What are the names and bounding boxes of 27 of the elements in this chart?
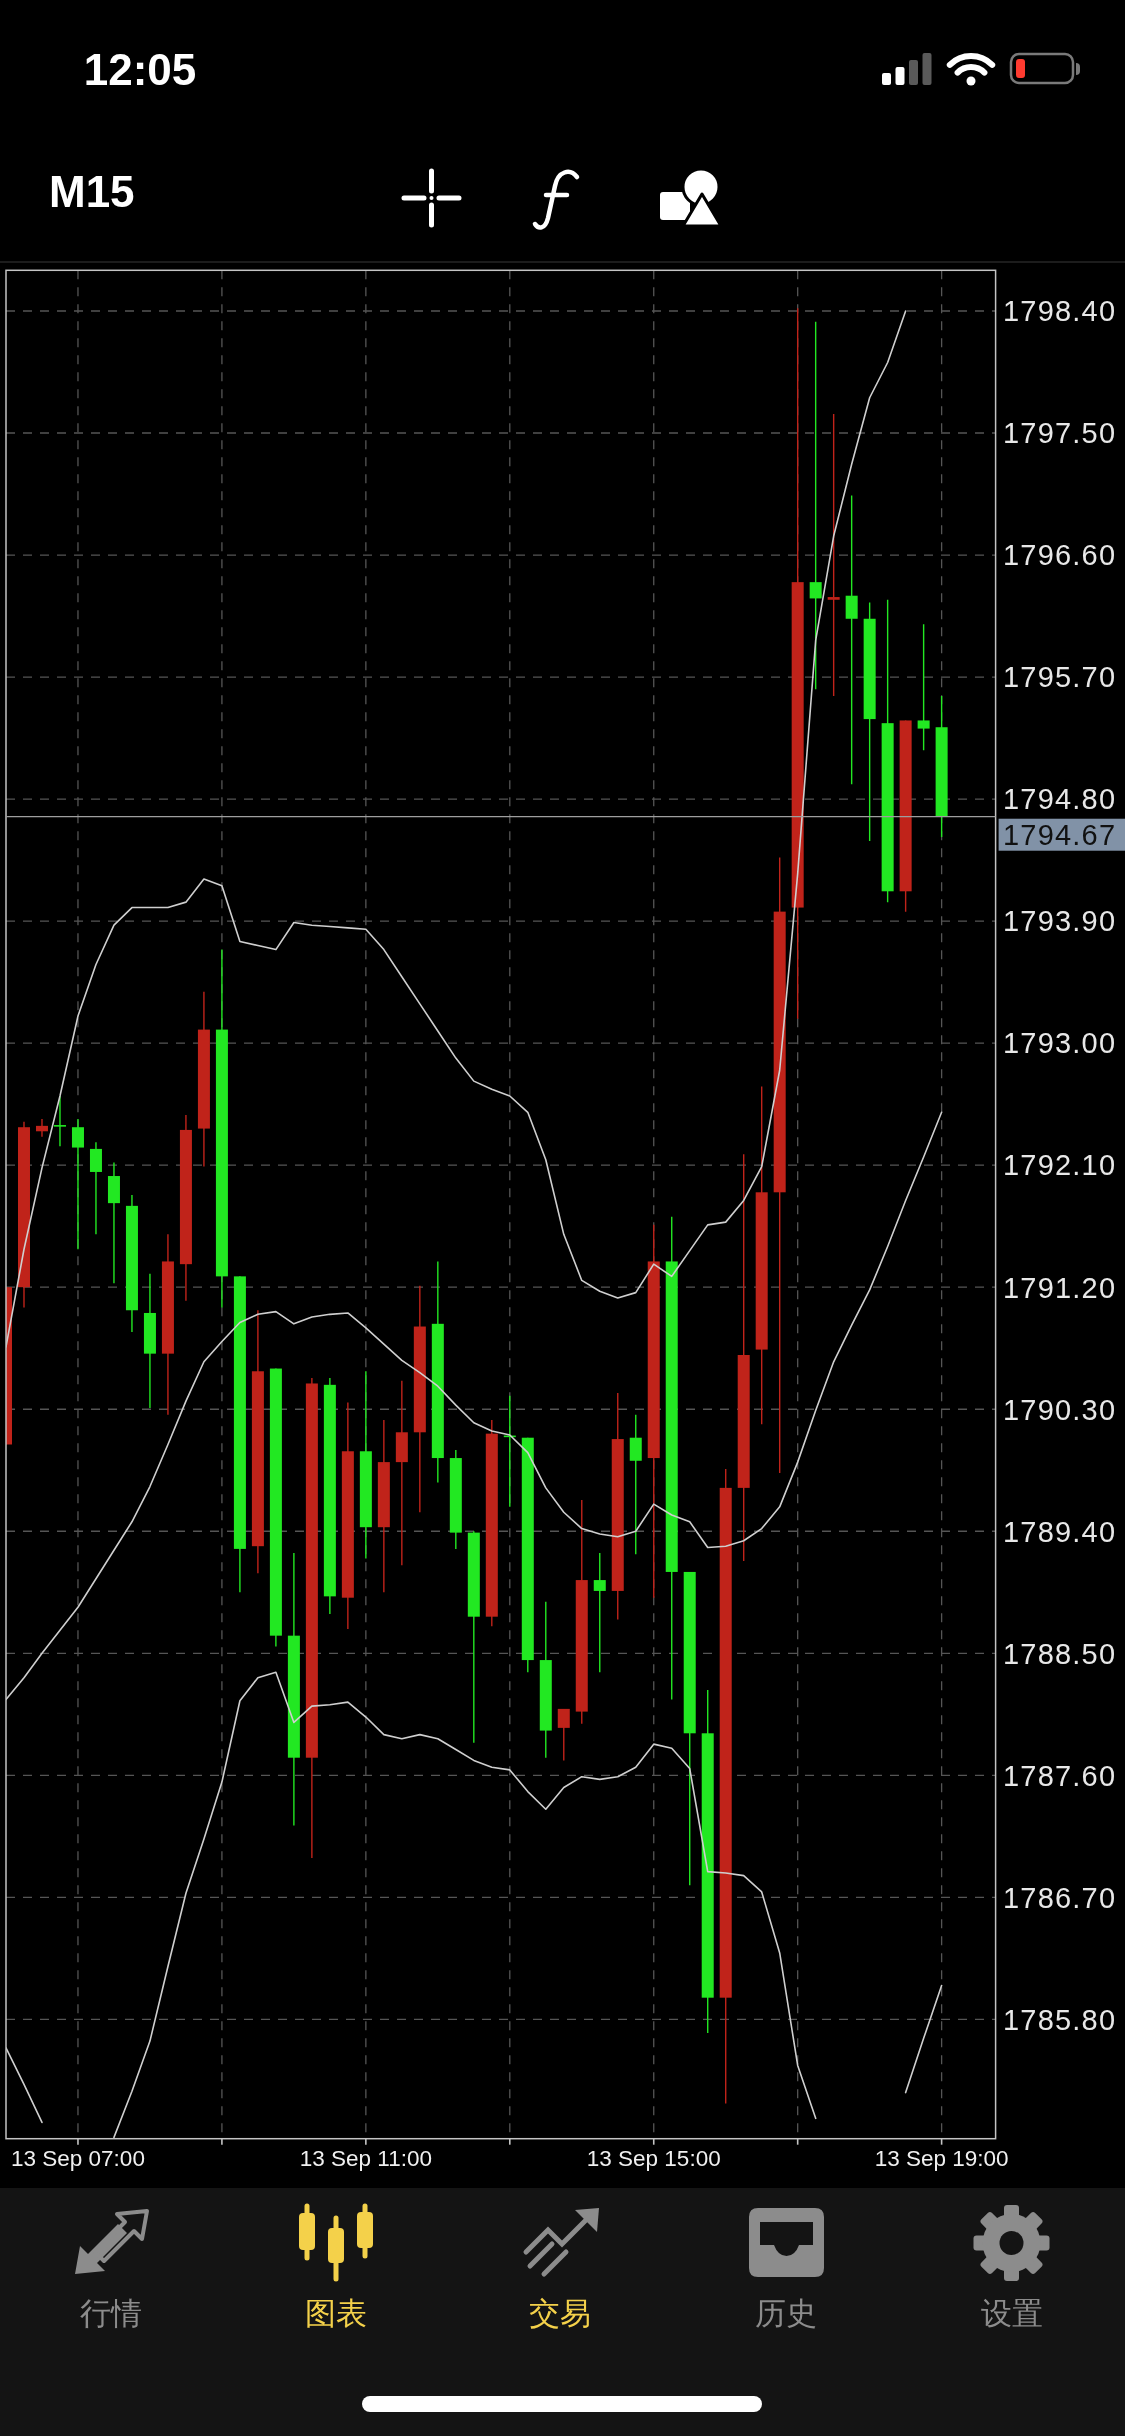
y-tick-label: 1793.90 — [1003, 905, 1117, 938]
y-tick-label: 1789.40 — [1003, 1515, 1117, 1548]
text: 交易 — [529, 2296, 591, 2331]
text: 历史 — [754, 2296, 817, 2331]
y-tick-label: 1798.40 — [1003, 295, 1117, 328]
x-tick-label: 13 Sep 07:00 — [11, 2146, 145, 2171]
x-tick-label: 13 Sep 11:00 — [299, 2146, 432, 2171]
x-tick-label: 13 Sep 15:00 — [586, 2146, 721, 2171]
y-tick-label: 1795.70 — [1003, 661, 1117, 694]
ref-line-label: 1794.67 — [998, 818, 1125, 852]
y-tick-label: 1794.80 — [1003, 783, 1117, 816]
text: 行情 — [80, 2296, 142, 2331]
y-tick-label: 1787.60 — [1003, 1759, 1117, 1792]
text: 设置 — [980, 2296, 1043, 2331]
y-tick-label: 1793.00 — [1003, 1027, 1117, 1060]
y-tick-label: 1786.70 — [1003, 1881, 1117, 1914]
text: 12:05 — [83, 45, 197, 94]
y-tick-label: 1796.60 — [1003, 539, 1117, 572]
y-tick-label: 1790.30 — [1003, 1393, 1117, 1426]
y-tick-label: 1788.50 — [1003, 1637, 1117, 1670]
y-tick-label: 1791.20 — [1003, 1271, 1117, 1304]
chart-title: M15 — [49, 167, 135, 216]
y-tick-label: 1797.50 — [1003, 417, 1117, 450]
x-tick-label: 13 Sep 19:00 — [874, 2146, 1009, 2171]
y-tick-label: 1785.80 — [1003, 2003, 1117, 2036]
text: 图表 — [305, 2296, 367, 2331]
y-tick-label: 1792.10 — [1003, 1149, 1117, 1182]
